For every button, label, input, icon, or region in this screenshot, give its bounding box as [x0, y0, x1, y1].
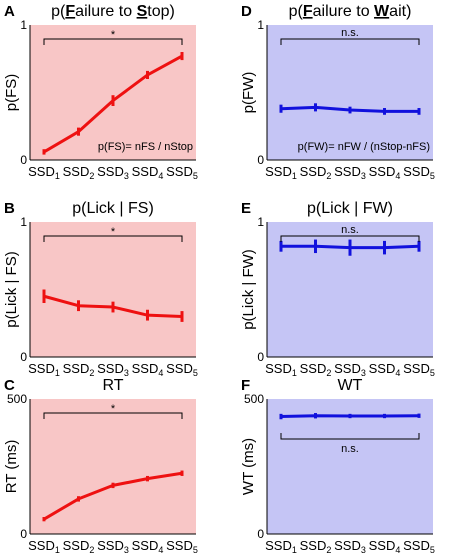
x-tick-label: SSD1: [265, 538, 297, 555]
significance-bracket: [43, 412, 183, 419]
x-tick-label: SSD4: [132, 164, 164, 181]
y-tick-label: 0: [20, 153, 27, 167]
panel-title: p(Lick | FS): [72, 200, 154, 217]
x-tick-label: SSD3: [334, 361, 366, 378]
x-tick-label: SSD5: [403, 361, 435, 378]
x-tick-label: SSD2: [300, 361, 332, 378]
significance-label: *: [111, 403, 116, 415]
y-tick-label: 500: [244, 392, 264, 406]
x-tick-label: SSD4: [369, 164, 401, 181]
panel-title: RT: [102, 377, 123, 394]
y-tick-label: 0: [20, 350, 27, 364]
significance-bracket: [280, 38, 420, 45]
y-axis-label: p(FS): [3, 74, 20, 112]
y-tick-label: 0: [257, 527, 264, 541]
panel-letter: D: [241, 3, 252, 20]
y-tick-label: 0: [20, 527, 27, 541]
y-tick-label: 1: [20, 18, 27, 32]
y-axis-label: WT (ms): [240, 438, 257, 495]
x-tick-label: SSD3: [97, 361, 129, 378]
x-tick-label: SSD2: [300, 164, 332, 181]
y-tick-label: 1: [20, 215, 27, 229]
significance-label: n.s.: [341, 224, 359, 236]
y-tick-label: 500: [7, 392, 27, 406]
x-tick-label: SSD5: [403, 164, 435, 181]
significance-label: *: [111, 226, 116, 238]
x-tick-label: SSD3: [334, 538, 366, 555]
y-tick-label: 0: [257, 350, 264, 364]
x-tick-label: SSD1: [28, 164, 60, 181]
x-tick-label: SSD5: [166, 361, 198, 378]
x-tick-label: SSD2: [63, 361, 95, 378]
panel-letter: C: [4, 377, 15, 394]
significance-bracket: [43, 38, 183, 45]
x-tick-label: SSD4: [369, 361, 401, 378]
y-tick-label: 1: [257, 18, 264, 32]
y-axis-label: p(Lick | FW): [240, 249, 257, 330]
significance-label: *: [111, 29, 116, 41]
panel-letter: B: [4, 200, 15, 217]
plot-area: [30, 222, 196, 357]
x-tick-label: SSD5: [166, 164, 198, 181]
x-tick-label: SSD2: [63, 164, 95, 181]
x-tick-label: SSD1: [265, 361, 297, 378]
x-tick-label: SSD4: [132, 538, 164, 555]
x-tick-label: SSD1: [28, 538, 60, 555]
formula-annotation: p(FS)= nFS / nStop: [98, 141, 193, 153]
x-tick-label: SSD3: [97, 538, 129, 555]
significance-bracket: [280, 235, 420, 242]
panel-title: WT: [338, 377, 363, 394]
x-tick-label: SSD3: [97, 164, 129, 181]
panel-title: p(Lick | FW): [307, 200, 393, 217]
panel-title: p(Failure to Stop): [51, 3, 175, 20]
x-tick-label: SSD1: [28, 361, 60, 378]
y-axis-label: p(Lick | FS): [3, 251, 20, 327]
y-tick-label: 1: [257, 215, 264, 229]
panel-letter: A: [4, 3, 15, 20]
significance-label: n.s.: [341, 443, 359, 455]
formula-annotation: p(FW)= nFW / (nStop-nFS): [298, 141, 430, 153]
y-axis-label: RT (ms): [3, 440, 20, 494]
x-tick-label: SSD5: [403, 538, 435, 555]
plot-area: [267, 25, 433, 160]
x-tick-label: SSD2: [63, 538, 95, 555]
x-tick-label: SSD3: [334, 164, 366, 181]
significance-bracket: [43, 235, 183, 242]
plot-area: [267, 399, 433, 534]
y-axis-label: p(FW): [240, 72, 257, 114]
x-tick-label: SSD2: [300, 538, 332, 555]
x-tick-label: SSD5: [166, 538, 198, 555]
significance-label: n.s.: [341, 27, 359, 39]
x-tick-label: SSD4: [369, 538, 401, 555]
panel-letter: F: [241, 377, 250, 394]
significance-bracket: [280, 433, 420, 440]
x-tick-label: SSD4: [132, 361, 164, 378]
x-tick-label: SSD1: [265, 164, 297, 181]
plot-area: [30, 25, 196, 160]
panel-letter: E: [241, 200, 251, 217]
panel-title: p(Failure to Wait): [289, 3, 412, 20]
y-tick-label: 0: [257, 153, 264, 167]
